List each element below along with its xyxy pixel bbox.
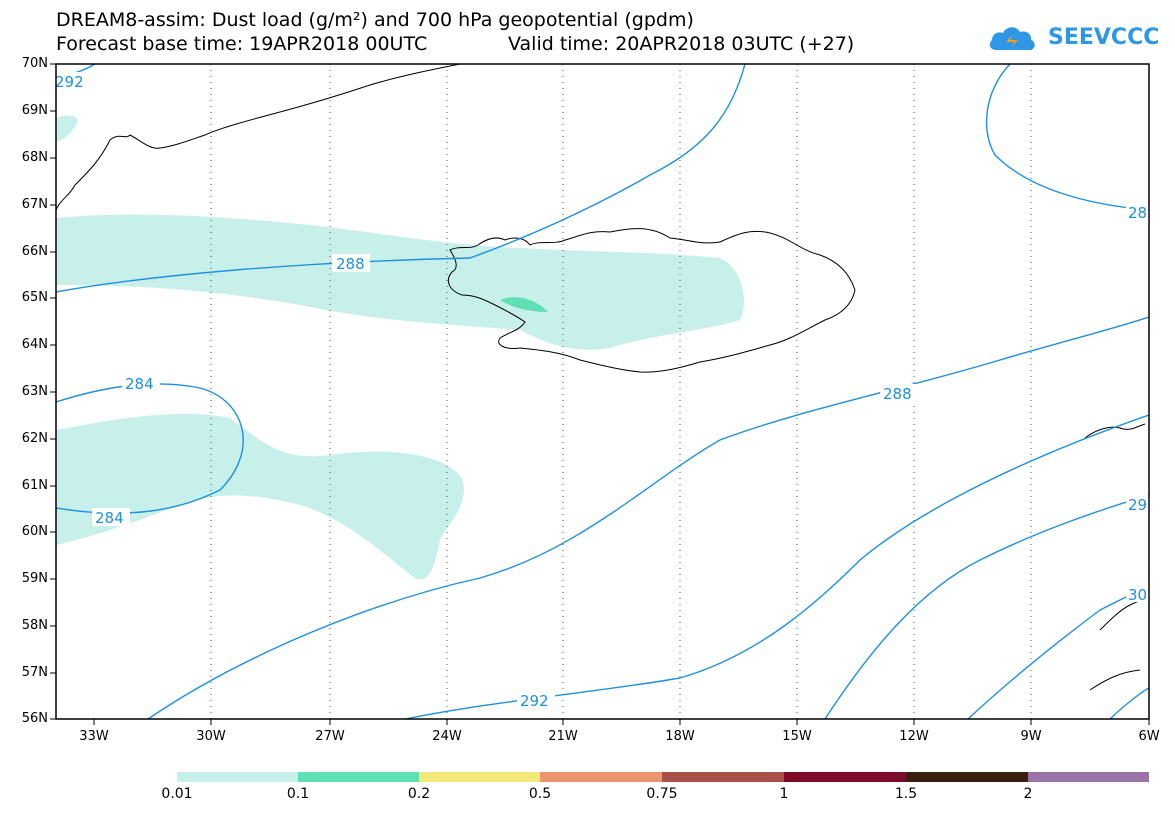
iceland-coast [447,228,856,373]
lon-label-27w: 27W [315,729,345,744]
lon-label-21w: 21W [548,729,578,744]
lon-label-6w: 6W [1138,729,1160,744]
lat-label-66n: 66N [21,244,48,259]
colorbar-label-5: 1 [779,786,789,802]
contour-288-south [147,316,1149,719]
lat-label-62n: 62N [21,431,48,446]
contour-labels: 292 288 284 284 288 292 28 29 30 [55,72,1149,710]
lon-label-24w: 24W [432,729,462,744]
colorbar-swatch-2 [419,772,540,782]
contour-30x [967,584,1149,719]
lat-label-68n: 68N [21,150,48,165]
colorbar-label-2: 0.2 [407,786,431,802]
contour-label-292-nw: 292 [55,73,84,91]
contour-288-north [56,64,746,293]
contour-label-284-bottom: 284 [95,509,124,527]
lon-label-33w: 33W [79,729,109,744]
lat-label-69n: 69N [21,103,48,118]
lon-label-18w: 18W [665,729,695,744]
logo-text: SEEVCCC [1048,25,1160,50]
contour-label-28: 28 [1128,204,1147,222]
contour-label-288-south: 288 [883,385,912,403]
colorbar [177,772,1149,782]
lat-label-64n: 64N [21,337,48,352]
contour-292-south [404,414,1149,719]
axis-ticks [50,63,1150,725]
colorbar-label-6: 1.5 [894,786,918,802]
map-frame [55,63,1150,720]
forecast-base-time: Forecast base time: 19APR2018 00UTC [56,33,428,55]
contour-29x [824,494,1149,719]
lat-label-56n: 56N [21,711,48,726]
contour-label-29: 29 [1128,496,1147,514]
colorbar-swatch-3 [540,772,662,782]
colorbar-swatch-5 [784,772,906,782]
lat-label-70n: 70N [21,56,48,71]
lon-label-15w: 15W [782,729,812,744]
lat-label-67n: 67N [21,197,48,212]
colorbar-swatch-0 [177,772,298,782]
lat-label-65n: 65N [21,290,48,305]
colorbar-label-3: 0.5 [528,786,552,802]
contours [56,64,1149,719]
colorbar-swatch-4 [662,772,784,782]
colorbar-label-1: 0.1 [286,786,310,802]
dust-core [500,297,548,312]
cloud-icon [989,27,1035,50]
colorbar-swatch-7 [1028,772,1149,782]
contour-se [1109,687,1149,719]
lat-label-61n: 61N [21,478,48,493]
contour-label-292-south: 292 [520,692,549,710]
lat-label-60n: 60N [21,524,48,539]
title-line-1: DREAM8-assim: Dust load (g/m²) and 700 h… [56,9,694,31]
lat-label-58n: 58N [21,618,48,633]
coastlines [56,64,1149,691]
colorbar-label-7: 2 [1023,786,1033,802]
valid-time: Valid time: 20APR2018 03UTC (+27) [508,33,855,55]
colorbar-label-0: 0.01 [161,786,193,802]
contour-label-284-top: 284 [125,375,154,393]
contour-north-east [985,64,1149,211]
lon-label-30w: 30W [196,729,226,744]
dust-plume-north [56,214,744,350]
colorbar-swatch-6 [906,772,1028,782]
lon-label-9w: 9W [1020,729,1042,744]
lon-label-12w: 12W [899,729,929,744]
colorbar-swatch-1 [298,772,419,782]
dust-plume-greenland [56,115,78,142]
lat-label-57n: 57N [21,665,48,680]
contour-label-288-north: 288 [336,255,365,273]
colorbar-label-4: 0.75 [646,786,678,802]
contour-label-30: 30 [1128,586,1147,604]
lat-label-63n: 63N [21,384,48,399]
lat-label-59n: 59N [21,571,48,586]
dust-plume-south [56,413,464,580]
